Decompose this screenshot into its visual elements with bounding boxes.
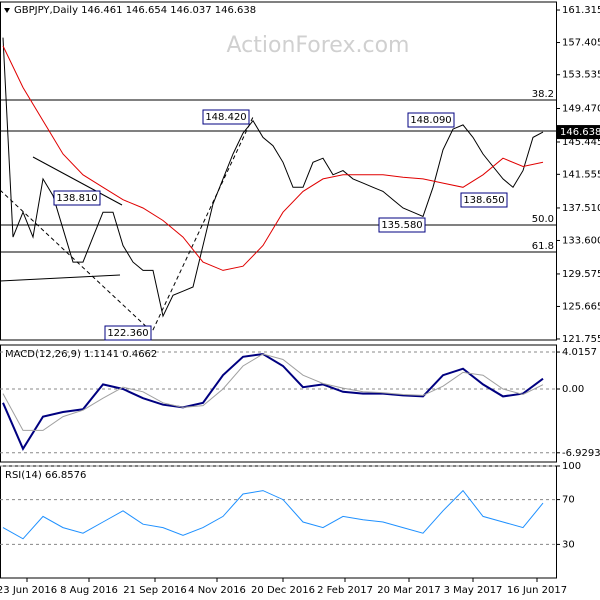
y-tick-label: -6.9293 (562, 448, 600, 459)
annotation-box (53, 190, 101, 206)
series-line (2, 489, 544, 540)
x-tick-label: 21 Sep 2016 (123, 585, 186, 596)
y-tick-label: 137.510 (562, 203, 600, 214)
x-tick-label: 8 Aug 2016 (60, 585, 118, 596)
series-line (2, 353, 544, 431)
y-tick-label: 4.0157 (562, 347, 597, 358)
y-tick-label: 149.470 (562, 104, 600, 115)
y-tick-label: 161.315 (562, 5, 600, 16)
series-line (2, 37, 544, 318)
annotation-box (378, 217, 426, 233)
y-tick-label: 30 (562, 539, 575, 550)
trendline (0, 274, 121, 282)
trendline (0, 116, 254, 333)
panel-frame (0, 465, 557, 579)
x-tick-label: 23 Jun 2016 (0, 585, 57, 596)
x-tick-label: 4 Nov 2016 (188, 585, 246, 596)
y-tick-label: 125.665 (562, 301, 600, 312)
annotation-box (104, 325, 152, 341)
annotation: 138.810 (56, 193, 97, 204)
x-tick-label: 16 Jun 2017 (507, 585, 567, 596)
x-tick-label: 20 Dec 2016 (251, 585, 315, 596)
y-tick-label: 121.755 (562, 334, 600, 345)
x-tick-label: 2 Feb 2017 (317, 585, 373, 596)
x-tick-label: 20 Mar 2017 (377, 585, 440, 596)
level-label: 38.2 (532, 89, 554, 100)
y-tick-label: 70 (562, 495, 575, 506)
panel-title: RSI(14) 66.8576 (5, 470, 86, 481)
y-tick-label: 157.405 (562, 38, 600, 49)
annotation: 135.580 (381, 220, 422, 231)
y-tick-label: 141.555 (562, 169, 600, 180)
annotation-box (202, 109, 250, 125)
y-tick-label: 0.00 (562, 384, 584, 395)
chart-title: GBPJPY,Daily 146.461 146.654 146.037 146… (14, 5, 256, 16)
y-tick-label: 133.600 (562, 235, 600, 246)
panel-frame (0, 1, 557, 341)
level-label: 61.8 (532, 241, 554, 252)
annotation: 138.650 (463, 195, 504, 206)
level-label: 50.0 (532, 214, 554, 225)
annotation: 148.420 (205, 112, 246, 123)
price-tag-label: 146.638 (560, 127, 600, 138)
series-line (2, 45, 544, 271)
annotation: 148.090 (410, 115, 451, 126)
watermark: ActionForex.com (227, 33, 410, 58)
panel-frame (0, 344, 557, 463)
x-tick-label: 3 May 2017 (444, 585, 503, 596)
annotation-box (460, 192, 508, 208)
annotation-box (407, 112, 455, 128)
y-tick-label: 100 (562, 461, 581, 472)
series-line (2, 352, 544, 451)
y-tick-label: 129.575 (562, 269, 600, 280)
menu-arrow (4, 8, 10, 13)
panel-title: MACD(12,26,9) 1.1141 0.4662 (5, 349, 157, 360)
y-tick-label: 153.535 (562, 70, 600, 81)
annotation: 122.360 (107, 328, 148, 339)
trendline (32, 156, 123, 206)
y-tick-label: 145.445 (562, 137, 600, 148)
price-tag (557, 125, 600, 140)
